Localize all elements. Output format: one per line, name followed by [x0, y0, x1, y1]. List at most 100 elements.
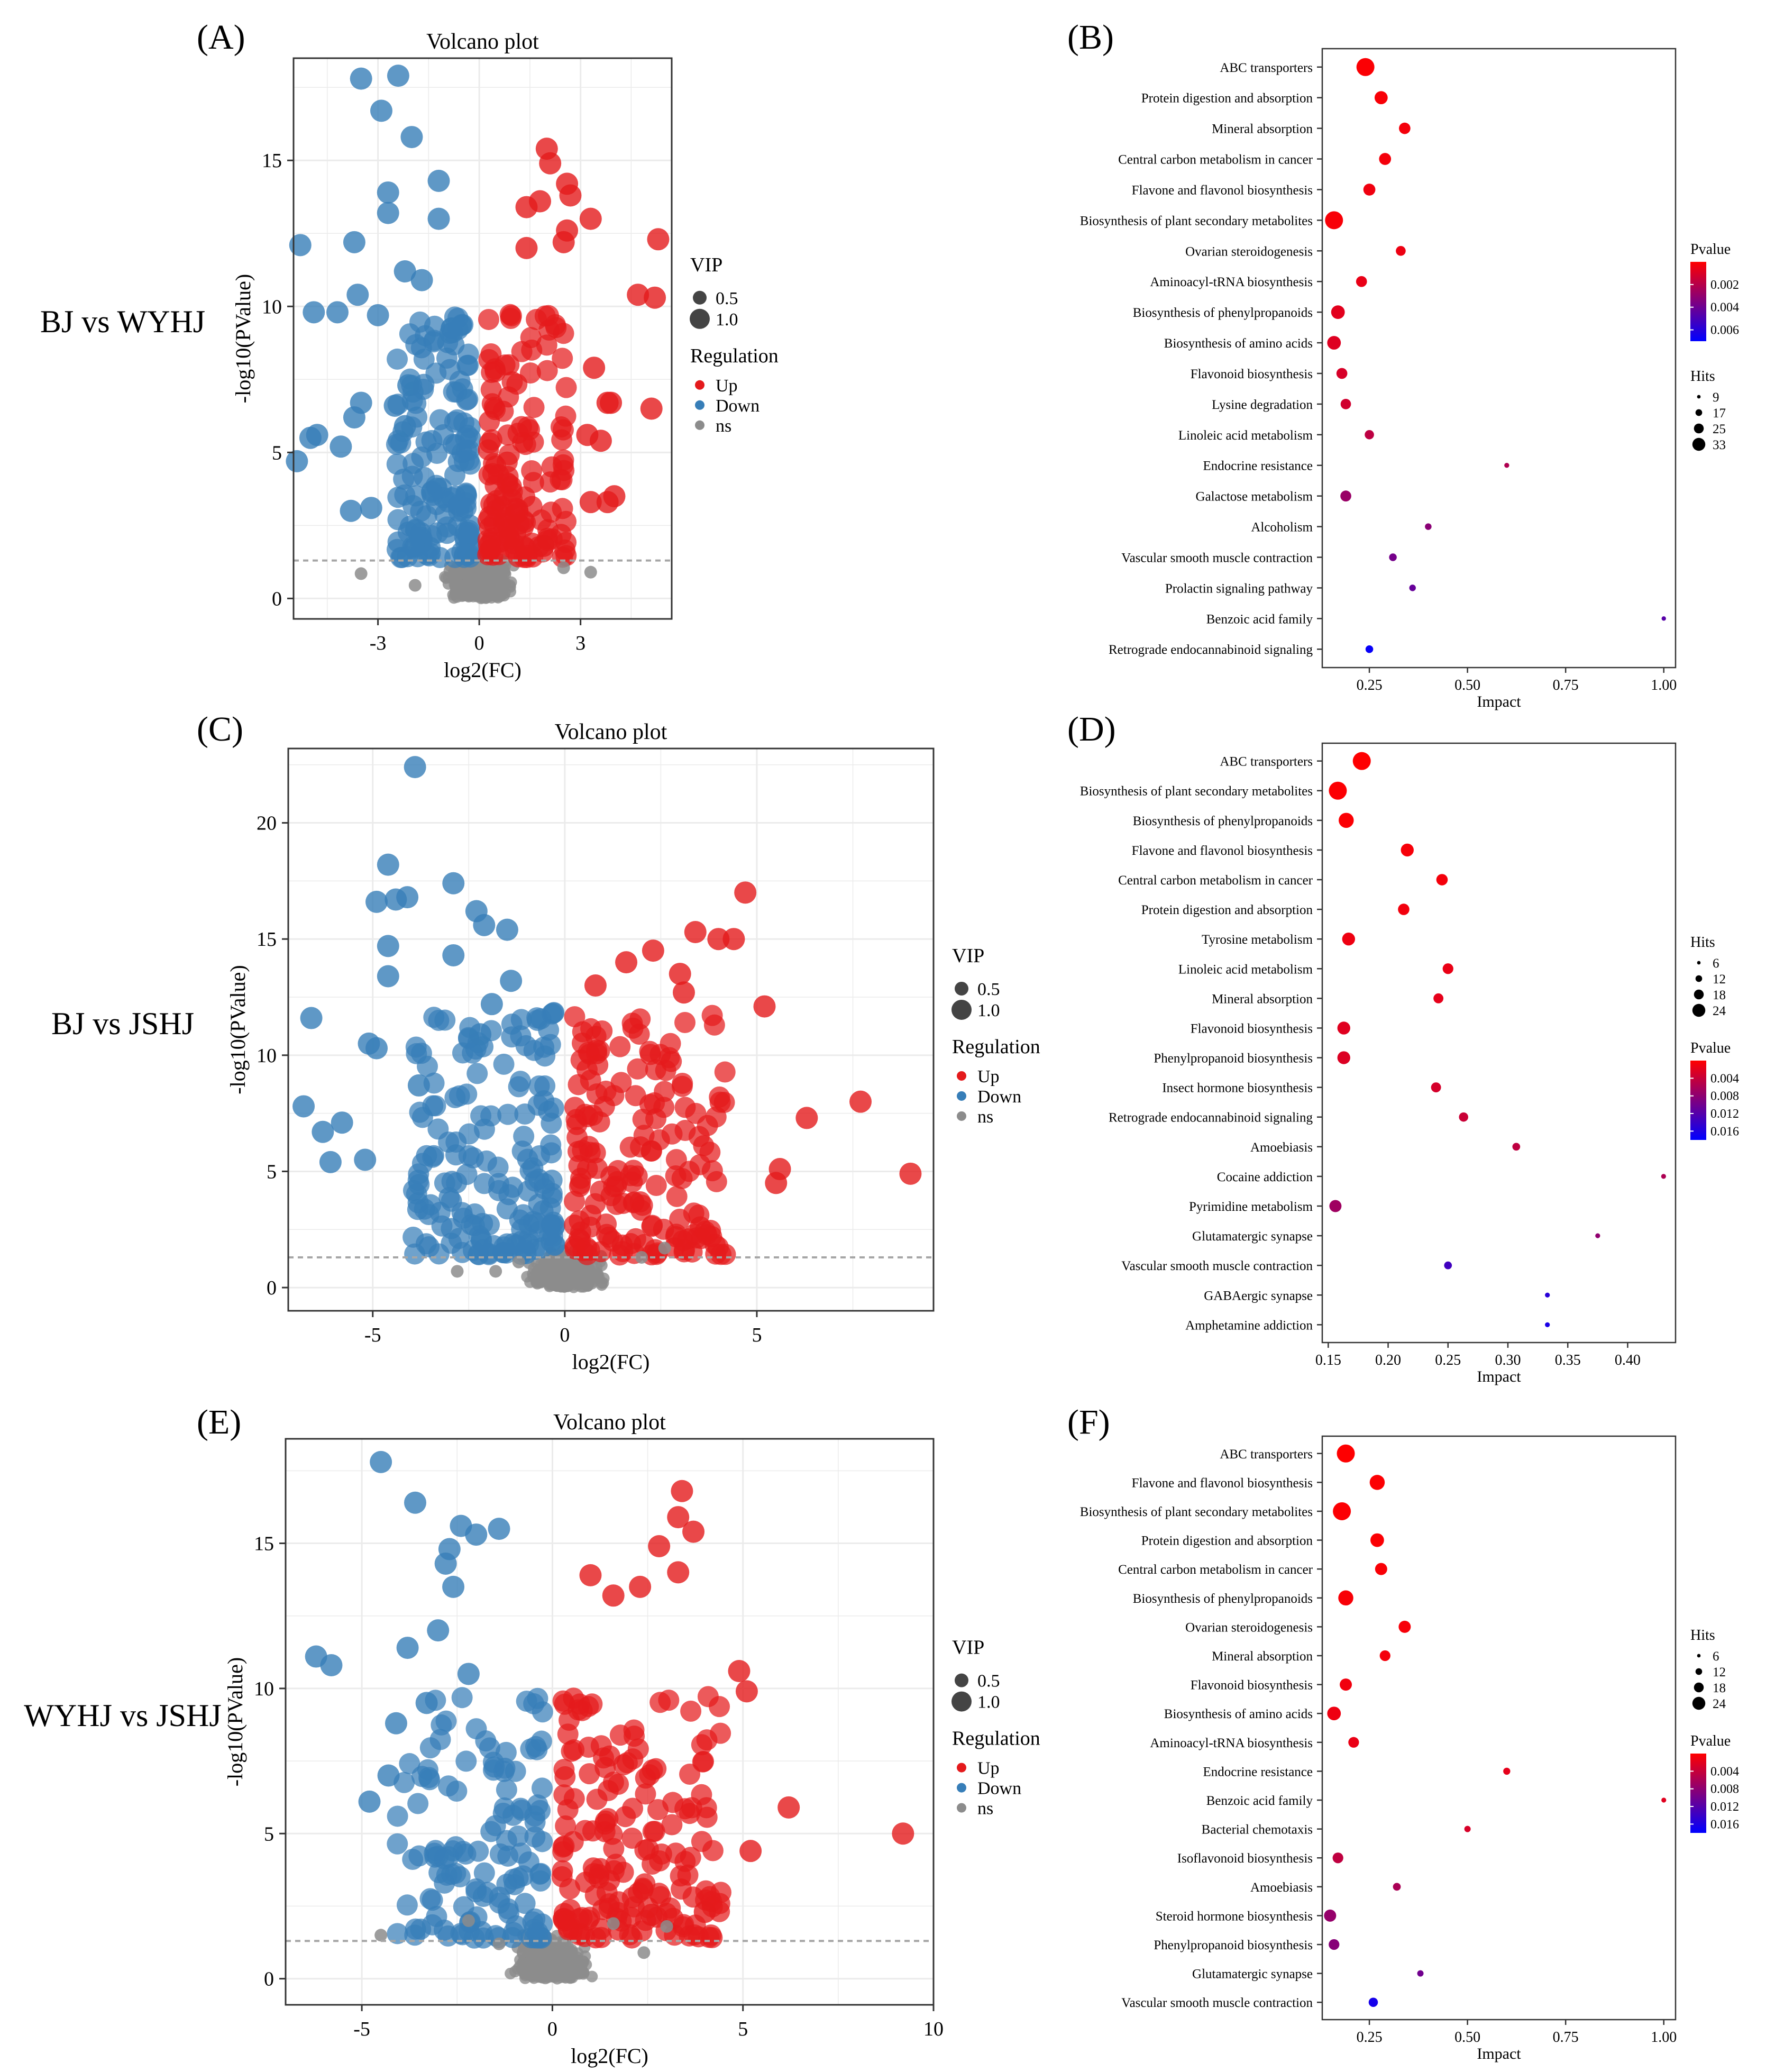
point-up	[511, 341, 533, 362]
hits-legend-label: 9	[1713, 390, 1719, 405]
point-down	[496, 918, 518, 941]
point-down	[493, 1797, 515, 1819]
point-down	[543, 1002, 565, 1024]
regulation-legend-swatch-down	[957, 1091, 966, 1101]
point-down	[523, 1211, 544, 1233]
vip-legend-swatch-large	[690, 308, 710, 329]
point-up	[662, 1792, 684, 1813]
point-down	[387, 1923, 408, 1945]
x-tick-label: 0.50	[1454, 677, 1480, 693]
hits-legend-label: 18	[1713, 988, 1726, 1002]
point-up	[616, 1752, 638, 1774]
point-down	[396, 1637, 419, 1659]
pathway-point	[1409, 585, 1416, 591]
point-down	[404, 756, 426, 779]
regulation-legend-label: ns	[977, 1107, 993, 1127]
point-down	[387, 1833, 408, 1855]
point-down	[473, 914, 496, 936]
point-ns	[543, 1279, 555, 1291]
point-up	[677, 1228, 699, 1250]
point-up	[600, 1185, 622, 1207]
pvalue-legend-title: Pvalue	[1690, 241, 1731, 258]
point-down	[489, 1886, 510, 1908]
point-down	[456, 1083, 478, 1105]
point-up	[710, 1722, 731, 1744]
pathway-point	[1431, 1082, 1441, 1093]
point-up	[532, 534, 555, 557]
point-up	[553, 1903, 575, 1924]
point-up	[600, 1165, 622, 1187]
point-down	[340, 499, 362, 522]
point-up	[570, 1221, 592, 1243]
point-down	[377, 181, 399, 204]
x-tick-label: -5	[353, 2018, 370, 2040]
x-tick-label: -3	[370, 632, 387, 654]
point-up	[666, 1185, 688, 1207]
x-tick-label: 0.35	[1555, 1352, 1581, 1368]
point-down	[442, 1575, 465, 1598]
hits-legend-label: 6	[1713, 956, 1719, 971]
point-up	[670, 1865, 691, 1887]
point-up	[591, 1020, 613, 1042]
volcano-title-c: Volcano plot	[555, 720, 667, 744]
point-down	[377, 965, 399, 988]
pathway-point	[1503, 1767, 1511, 1775]
point-ns	[547, 1955, 559, 1967]
hits-legend-swatch	[1692, 437, 1706, 451]
point-up	[648, 1129, 670, 1151]
point-down	[465, 1881, 487, 1903]
x-tick-label: 1.00	[1651, 2029, 1677, 2046]
comparison-label-wyhj-vs-jshj: WYHJ vs JSHJ	[24, 1698, 221, 1733]
point-down	[510, 1025, 532, 1047]
point-ns	[658, 1242, 671, 1255]
point-down	[469, 1023, 492, 1046]
pathway-label: Glutamatergic synapse	[1192, 1967, 1313, 1982]
pathway-point	[1417, 1970, 1424, 1977]
pathway-point	[1352, 752, 1371, 770]
vip-legend-label: 0.5	[977, 1672, 1000, 1691]
pathway-point	[1329, 781, 1347, 800]
pathway-point	[1340, 1678, 1352, 1691]
hits-legend-title: Hits	[1690, 1627, 1715, 1644]
point-down	[489, 1843, 511, 1865]
x-axis-label-b: Impact	[1477, 693, 1521, 710]
pathway-label: Phenylpropanoid biosynthesis	[1154, 1938, 1313, 1952]
point-down	[447, 451, 469, 472]
point-down	[387, 65, 409, 87]
y-tick-label: 15	[262, 150, 282, 172]
pvalue-legend-label: 0.016	[1710, 1818, 1739, 1831]
pathway-point	[1464, 1825, 1471, 1832]
point-up	[585, 1927, 607, 1949]
regulation-legend-swatch-ns	[695, 420, 704, 430]
x-tick-label: 0.25	[1357, 2029, 1383, 2046]
y-tick-label: 5	[264, 1823, 274, 1845]
regulation-legend-title: Regulation	[952, 1036, 1040, 1058]
point-up	[579, 491, 602, 514]
pathway-label: Aminoacyl-tRNA biosynthesis	[1150, 275, 1313, 289]
point-down	[343, 406, 365, 429]
point-down	[422, 1146, 444, 1168]
point-down	[531, 1237, 553, 1259]
pathway-label: Protein digestion and absorption	[1141, 903, 1313, 917]
pvalue-legend-label: 0.004	[1710, 301, 1739, 315]
point-down	[464, 1203, 486, 1225]
point-up	[698, 1927, 720, 1948]
pathway-label: Lysine degradation	[1212, 398, 1313, 412]
point-up	[674, 1011, 696, 1033]
pathway-label: Amphetamine addiction	[1185, 1318, 1313, 1332]
pathway-point	[1327, 336, 1341, 350]
point-up	[623, 1192, 644, 1213]
point-ns	[660, 1920, 673, 1933]
point-up	[480, 493, 502, 515]
pathway-label: Mineral absorption	[1212, 992, 1313, 1006]
pathway-label: Amoebiasis	[1250, 1140, 1313, 1155]
point-up	[555, 405, 577, 427]
pathway-label: Biosynthesis of phenylpropanoids	[1133, 1592, 1313, 1606]
point-down	[320, 1654, 343, 1676]
point-up	[602, 1230, 624, 1252]
point-up	[479, 539, 501, 561]
point-ns	[488, 589, 500, 601]
plot-border-e	[285, 1438, 935, 2006]
hits-legend-swatch	[1694, 989, 1704, 1000]
point-ns	[408, 579, 422, 592]
